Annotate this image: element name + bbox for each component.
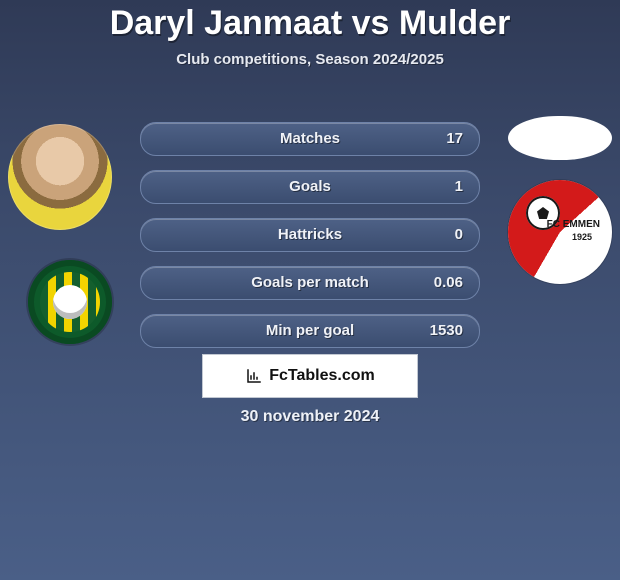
stat-label: Hattricks (141, 219, 479, 251)
brand-text: FcTables.com (269, 367, 375, 385)
subtitle: Club competitions, Season 2024/2025 (0, 51, 620, 68)
comparison-card: Daryl Janmaat vs Mulder Club competition… (0, 0, 620, 580)
bar-chart-icon (245, 367, 263, 385)
crest-swoosh-icon (508, 180, 612, 284)
player-photo-left (8, 124, 112, 230)
stats-rows: Matches 17 Goals 1 Hattricks 0 Goals per… (140, 122, 480, 362)
crest-right-year: 1925 (572, 232, 592, 242)
stat-value: 1 (455, 171, 463, 203)
stat-value: 17 (446, 123, 463, 155)
stork-icon (53, 285, 87, 319)
stat-value: 0 (455, 219, 463, 251)
club-crest-right: FC EMMEN 1925 (508, 180, 612, 284)
stat-label: Min per goal (141, 315, 479, 347)
stat-label: Goals (141, 171, 479, 203)
crest-right-text: FC EMMEN (547, 220, 600, 230)
stat-row: Goals 1 (140, 170, 480, 204)
stat-row: Hattricks 0 (140, 218, 480, 252)
stat-value: 1530 (430, 315, 463, 347)
stat-row: Goals per match 0.06 (140, 266, 480, 300)
stat-label: Matches (141, 123, 479, 155)
club-crest-left (28, 260, 112, 344)
player-photo-right (508, 116, 612, 160)
date-text: 30 november 2024 (0, 408, 620, 426)
brand-link[interactable]: FcTables.com (202, 354, 418, 398)
stat-label: Goals per match (141, 267, 479, 299)
stat-value: 0.06 (434, 267, 463, 299)
stat-row: Min per goal 1530 (140, 314, 480, 348)
stat-row: Matches 17 (140, 122, 480, 156)
page-title: Daryl Janmaat vs Mulder (0, 0, 620, 43)
